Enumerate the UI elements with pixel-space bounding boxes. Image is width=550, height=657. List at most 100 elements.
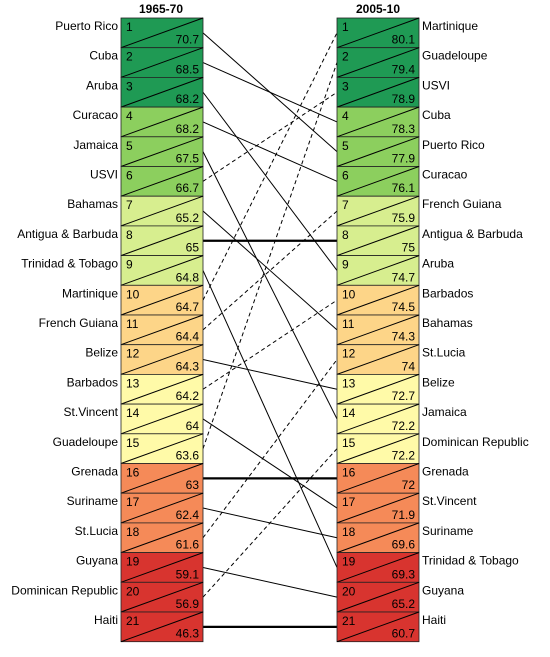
left-cell-aruba: 3 68.2 Aruba — [86, 76, 204, 108]
right-cell-usvi: 3 78.9 USVI — [336, 76, 450, 108]
right-value-label: 76.1 — [392, 181, 416, 195]
right-cell-belize: 13 72.7 Belize — [336, 373, 455, 405]
left-cell-diagonal — [120, 166, 204, 197]
right-country-label: St.Lucia — [422, 346, 466, 360]
left-cell-diagonal — [120, 106, 204, 138]
left-cell-guyana: 19 59.1 Guyana — [76, 552, 204, 583]
right-value-label: 72.7 — [392, 389, 416, 403]
right-value-label: 72.2 — [392, 419, 416, 433]
left-value-label: 68.5 — [176, 62, 200, 76]
right-cell-puerto-rico: 5 77.9 Puerto Rico — [336, 136, 485, 167]
right-period-header: 2005-10 — [356, 2, 400, 16]
left-value-label: 62.4 — [176, 508, 200, 522]
right-rank-label: 20 — [342, 584, 356, 598]
left-cell-diagonal — [120, 463, 204, 494]
right-rank-label: 7 — [342, 198, 349, 212]
right-cell-diagonal — [336, 255, 420, 286]
connector-st-vincent — [202, 418, 338, 509]
left-cell-diagonal — [120, 195, 204, 227]
right-cell-diagonal — [336, 581, 420, 613]
right-cell-curacao: 6 76.1 Curacao — [336, 166, 468, 197]
right-rank-label: 10 — [342, 287, 356, 301]
right-country-label: Puerto Rico — [422, 138, 485, 152]
right-value-label: 69.6 — [392, 538, 416, 552]
left-cell-grenada: 16 63 Grenada — [71, 463, 204, 494]
left-cell-puerto-rico: 1 70.7 Puerto Rico — [55, 17, 204, 49]
right-value-label: 80.1 — [392, 33, 416, 47]
right-cell-martinique: 1 80.1 Martinique — [336, 17, 478, 49]
left-cell-diagonal — [120, 225, 204, 257]
left-country-label: USVI — [90, 168, 118, 182]
left-rank-label: 15 — [126, 436, 140, 450]
left-country-label: St.Lucia — [75, 524, 119, 538]
right-value-label: 74.3 — [392, 330, 416, 344]
right-rank-label: 9 — [342, 258, 349, 272]
left-rank-label: 8 — [126, 228, 133, 242]
left-cell-bahamas: 7 65.2 Bahamas — [67, 195, 204, 227]
left-country-label: Haiti — [94, 613, 118, 627]
left-country-label: Guyana — [76, 554, 118, 568]
connector-belize — [202, 359, 338, 390]
left-value-label: 67.5 — [176, 152, 200, 166]
right-value-label: 72 — [402, 478, 416, 492]
right-cell-diagonal — [336, 522, 420, 554]
left-cell-diagonal — [120, 611, 204, 643]
connector-usvi — [202, 91, 338, 182]
left-cell-st-vincent: 14 64 St.Vincent — [64, 403, 204, 435]
right-country-label: Guadeloupe — [422, 49, 488, 63]
left-rank-label: 5 — [126, 139, 133, 153]
right-cell-diagonal — [336, 552, 420, 583]
left-country-label: Jamaica — [73, 138, 118, 152]
right-country-label: Martinique — [422, 19, 478, 33]
left-cell-diagonal — [120, 255, 204, 286]
left-country-label: Barbados — [67, 375, 118, 389]
left-value-label: 64.3 — [176, 359, 200, 373]
left-value-label: 65.2 — [176, 211, 200, 225]
left-rank-label: 11 — [126, 317, 139, 331]
left-cell-belize: 12 64.3 Belize — [85, 344, 204, 375]
right-cell-antigua-barbuda: 8 75 Antigua & Barbuda — [336, 225, 523, 257]
left-cell-haiti: 21 46.3 Haiti — [94, 611, 204, 643]
left-cell-diagonal — [120, 136, 204, 167]
left-rank-label: 19 — [126, 555, 140, 569]
left-cell-martinique: 10 64.7 Martinique — [62, 284, 204, 316]
right-cell-diagonal — [336, 195, 420, 227]
left-cell-suriname: 17 62.4 Suriname — [67, 492, 204, 524]
right-value-label: 60.7 — [392, 627, 416, 641]
left-cell-cuba: 2 68.5 Cuba — [89, 47, 204, 78]
left-rank-label: 1 — [126, 20, 133, 34]
left-rank-label: 14 — [126, 406, 140, 420]
right-cell-aruba: 9 74.7 Aruba — [336, 255, 454, 286]
left-value-label: 64 — [186, 419, 200, 433]
connector-guyana — [202, 566, 338, 598]
connector-trinidad-tobago — [202, 270, 338, 568]
right-cell-french-guiana: 7 75.9 French Guiana — [336, 195, 502, 227]
left-rank-column: 1 70.7 Puerto Rico 2 68.5 Cuba 3 68.2 Aruba 4 68.2… — [11, 17, 204, 643]
right-cell-diagonal — [336, 17, 420, 49]
left-value-label: 64.4 — [176, 330, 200, 344]
right-cell-diagonal — [336, 284, 420, 316]
right-cell-trinidad-tobago: 19 69.3 Trinidad & Tobago — [336, 552, 519, 583]
left-country-label: Dominican Republic — [11, 583, 118, 597]
left-value-label: 64.7 — [176, 300, 200, 314]
right-value-label: 69.3 — [392, 567, 416, 581]
left-value-label: 46.3 — [176, 627, 200, 641]
right-cell-jamaica: 14 72.2 Jamaica — [336, 403, 467, 435]
left-value-label: 63.6 — [176, 449, 200, 463]
right-country-label: Suriname — [422, 524, 474, 538]
right-cell-diagonal — [336, 344, 420, 375]
right-country-label: St.Vincent — [422, 494, 477, 508]
right-rank-label: 5 — [342, 139, 349, 153]
left-country-label: Trinidad & Tobago — [21, 257, 118, 271]
left-cell-french-guiana: 11 64.4 French Guiana — [39, 314, 204, 346]
left-rank-label: 13 — [126, 376, 140, 390]
connector-barbados — [202, 299, 338, 390]
left-rank-label: 6 — [126, 169, 133, 183]
left-cell-diagonal — [120, 552, 204, 583]
left-cell-diagonal — [120, 403, 204, 435]
right-value-label: 74 — [402, 359, 416, 373]
right-value-label: 71.9 — [392, 508, 416, 522]
left-country-label: Guadeloupe — [53, 435, 119, 449]
right-country-label: Antigua & Barbuda — [422, 227, 523, 241]
left-value-label: 66.7 — [176, 181, 200, 195]
